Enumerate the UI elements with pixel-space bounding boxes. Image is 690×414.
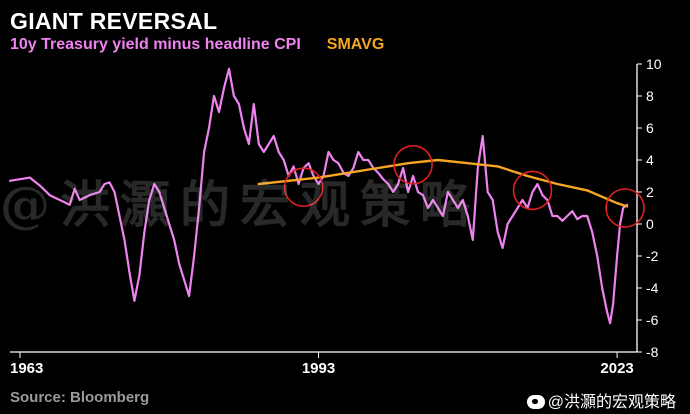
y-tick-label: 2: [646, 184, 654, 200]
y-tick-label: 0: [646, 216, 654, 232]
weibo-handle: @洪灝的宏观策略: [526, 388, 676, 412]
legend-smavg: SMAVG: [326, 36, 385, 53]
watermark-text: @洪灝的宏观策略: [0, 175, 480, 234]
source-note: Source: Bloomberg: [10, 389, 150, 406]
annotation-circle: [283, 167, 324, 207]
chart-subtitle: 10y Treasury yield minus headline CPI SMA…: [10, 36, 384, 54]
y-tick-label: -6: [646, 312, 659, 328]
x-tick-label: 1993: [302, 360, 335, 377]
annotation-circle: [393, 145, 433, 185]
axis-layer: 10 8 6 4 2 0 -2 -4 -6 -8 1963 1993 2023: [10, 56, 662, 377]
y-tick-label: -4: [646, 280, 659, 296]
series-line-smavg: [257, 158, 629, 208]
x-tick-label: 1963: [10, 360, 43, 377]
annotation-layer: [283, 145, 645, 228]
weibo-icon: [526, 395, 545, 409]
y-tick-label: 8: [646, 88, 654, 104]
annotation-circle: [512, 170, 553, 211]
y-tick-label: -2: [646, 248, 659, 264]
legend-real-yield: 10y Treasury yield minus headline CPI: [10, 36, 301, 53]
annotation-circle: [605, 188, 645, 228]
series-layer: [8, 67, 629, 325]
y-tick-label: 10: [646, 56, 662, 72]
weibo-handle-text: @洪灝的宏观策略: [547, 394, 676, 411]
y-tick-label: -8: [646, 344, 659, 360]
chart-title: GIANT REVERSAL: [10, 8, 218, 34]
x-tick-label: 2023: [600, 360, 633, 377]
y-tick-label: 4: [646, 152, 654, 168]
y-tick-label: 6: [646, 120, 654, 136]
